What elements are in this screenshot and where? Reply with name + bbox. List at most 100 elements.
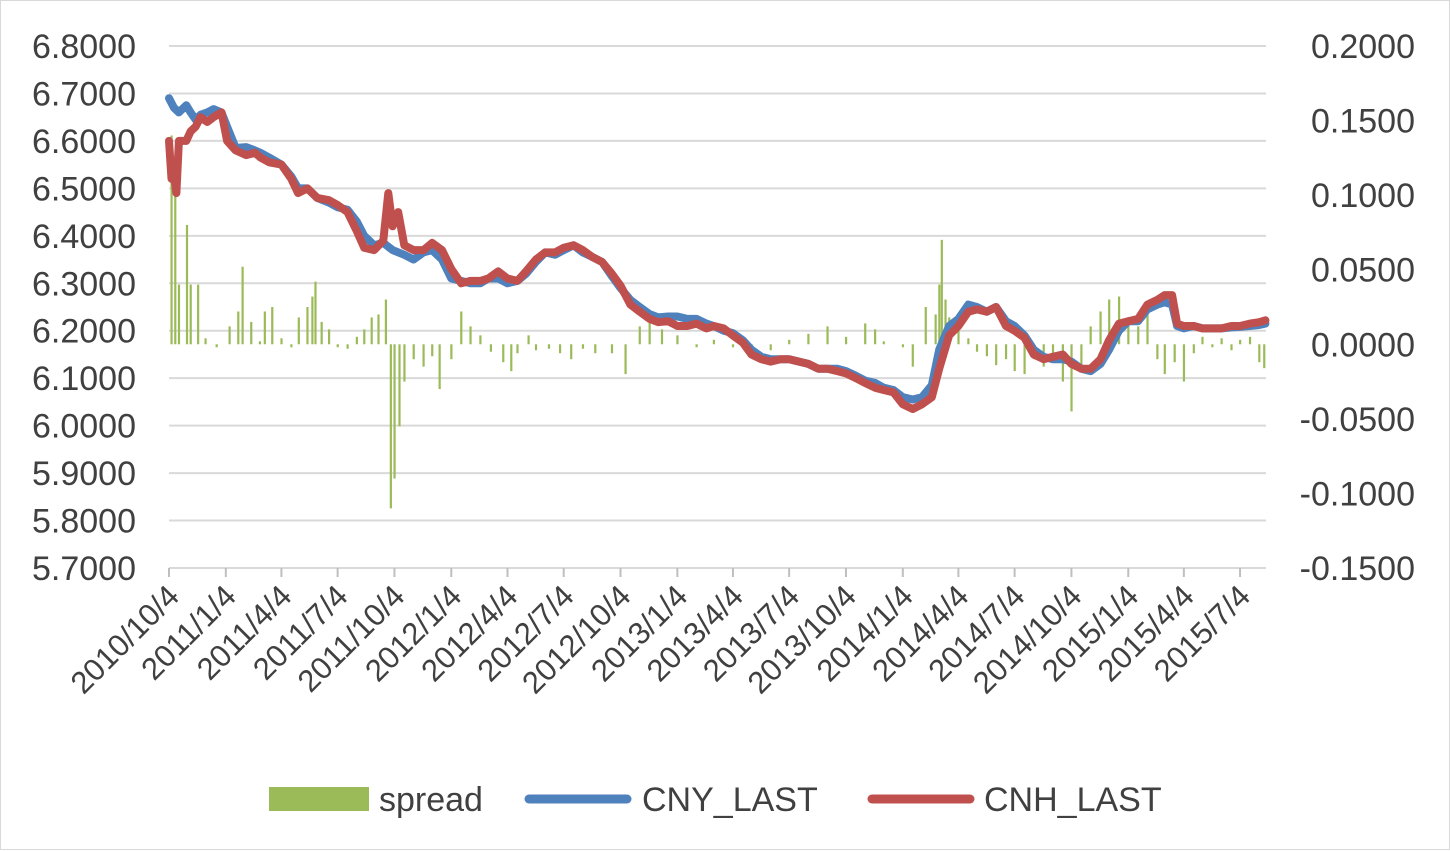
spread-bar bbox=[807, 333, 810, 345]
spread-bar bbox=[844, 336, 848, 345]
spread-bar bbox=[911, 344, 914, 367]
spread-bar bbox=[1137, 326, 1140, 345]
left-tick-label: 6.1000 bbox=[32, 360, 136, 398]
spread-bar bbox=[431, 344, 434, 357]
spread-bar bbox=[170, 135, 173, 345]
spread-bar bbox=[280, 338, 283, 345]
spread-bar bbox=[938, 284, 941, 345]
spread-bar bbox=[314, 281, 317, 345]
spread-bar bbox=[393, 344, 396, 479]
spread-bar bbox=[1013, 344, 1016, 372]
spread-bar bbox=[712, 339, 715, 345]
spread-bar bbox=[676, 335, 679, 345]
spread-bar bbox=[460, 311, 463, 345]
spread-bar bbox=[237, 311, 240, 345]
spread-bar bbox=[1163, 344, 1166, 375]
legend-label: CNY_LAST bbox=[642, 781, 818, 819]
right-tick-label: 0.0000 bbox=[1311, 326, 1415, 364]
spread-bar bbox=[975, 344, 979, 352]
spread-bar bbox=[398, 344, 401, 427]
gridlines bbox=[169, 45, 1266, 522]
spread-bar bbox=[1258, 344, 1261, 363]
spread-bar bbox=[882, 341, 885, 345]
spread-bar bbox=[1201, 336, 1204, 345]
spread-bar bbox=[479, 335, 482, 345]
series-lines bbox=[165, 94, 1270, 413]
spread-bar bbox=[297, 317, 300, 345]
spread-bar bbox=[370, 317, 373, 345]
spread-bar bbox=[638, 326, 641, 345]
spread-bar bbox=[1263, 344, 1266, 369]
spread-bar bbox=[788, 339, 791, 345]
spread-bar bbox=[516, 344, 519, 354]
spread-bar bbox=[336, 344, 339, 348]
spread-bar bbox=[594, 344, 597, 354]
left-tick-label: 6.3000 bbox=[32, 265, 136, 303]
left-tick-label: 5.7000 bbox=[32, 550, 136, 588]
spread-bar bbox=[355, 336, 358, 345]
spread-bars bbox=[170, 135, 1266, 509]
spread-bar bbox=[901, 344, 905, 348]
spread-bar bbox=[422, 344, 425, 367]
spread-bar bbox=[581, 344, 585, 349]
spread-bar bbox=[995, 344, 998, 366]
spread-bar bbox=[1211, 344, 1214, 348]
spread-bar bbox=[1192, 344, 1195, 354]
x-axis-ticks: 2010/10/42011/1/42011/4/42011/7/42011/10… bbox=[64, 578, 1257, 700]
legend-swatch-spread bbox=[269, 787, 369, 811]
spread-bar bbox=[311, 296, 314, 345]
spread-bar bbox=[389, 344, 392, 509]
right-tick-label: -0.1000 bbox=[1300, 475, 1415, 513]
spread-bar bbox=[934, 314, 937, 345]
spread-bar bbox=[944, 299, 947, 345]
legend-label: spread bbox=[379, 781, 483, 819]
spread-bar bbox=[377, 314, 380, 345]
spread-bar bbox=[1248, 336, 1252, 345]
spread-bar bbox=[228, 326, 231, 345]
spread-bar bbox=[1182, 344, 1186, 382]
left-tick-label: 6.8000 bbox=[32, 28, 136, 66]
spread-bar bbox=[197, 284, 200, 345]
right-tick-label: 0.0500 bbox=[1311, 252, 1415, 290]
spread-bar bbox=[450, 344, 453, 360]
spread-bar bbox=[185, 224, 189, 345]
spread-bar bbox=[534, 344, 538, 351]
spread-bar bbox=[363, 329, 366, 345]
left-tick-label: 6.7000 bbox=[32, 75, 136, 113]
spread-bar bbox=[204, 338, 207, 345]
spread-bar bbox=[174, 180, 177, 345]
spread-bar bbox=[864, 323, 867, 345]
spread-bar bbox=[290, 344, 293, 348]
spread-bar bbox=[403, 344, 406, 382]
spread-bar bbox=[346, 344, 349, 349]
spread-bar bbox=[489, 344, 493, 352]
left-tick-label: 6.5000 bbox=[32, 170, 136, 208]
spread-bar bbox=[648, 314, 651, 345]
left-tick-label: 6.2000 bbox=[32, 313, 136, 351]
spread-bar bbox=[177, 284, 181, 345]
spread-bar bbox=[258, 341, 261, 345]
spread-bar bbox=[384, 299, 388, 345]
spread-bar bbox=[306, 307, 309, 345]
spread-bar bbox=[1173, 344, 1176, 363]
spread-bar bbox=[510, 344, 513, 372]
legend-label: CNH_LAST bbox=[984, 781, 1162, 819]
spread-bar bbox=[1127, 317, 1130, 345]
spread-bar bbox=[241, 266, 244, 345]
spread-bar bbox=[985, 344, 989, 357]
spread-bar bbox=[1146, 314, 1149, 345]
spread-bar bbox=[874, 329, 877, 345]
spread-bar bbox=[412, 344, 415, 360]
spread-bar bbox=[250, 321, 253, 345]
axes bbox=[168, 567, 1266, 577]
spread-bar bbox=[1239, 339, 1242, 345]
spread-bar bbox=[263, 311, 266, 345]
spread-bar bbox=[1089, 326, 1092, 345]
spread-bar bbox=[610, 344, 614, 354]
spread-bar bbox=[215, 344, 218, 348]
spread-bar bbox=[438, 344, 441, 390]
spread-bar bbox=[660, 329, 664, 345]
right-tick-label: -0.0500 bbox=[1300, 401, 1415, 439]
spread-bar bbox=[695, 344, 698, 348]
